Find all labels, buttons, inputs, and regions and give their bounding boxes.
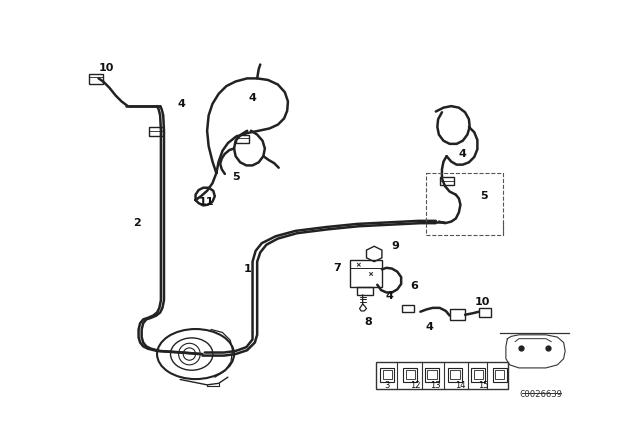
Text: 3: 3 [384,381,389,390]
Text: 5: 5 [480,191,487,201]
Text: 4: 4 [386,291,394,302]
Text: 10: 10 [99,63,114,73]
Bar [474,370,483,379]
Text: 7: 7 [333,263,341,273]
Text: 13: 13 [431,381,441,390]
Text: 8: 8 [364,317,372,327]
Bar [236,134,250,143]
Bar [402,305,414,313]
Bar [448,368,462,382]
Text: 9: 9 [392,241,400,251]
Text: 10: 10 [474,297,490,307]
Bar [349,260,382,287]
Bar [450,310,465,320]
Bar [425,368,439,382]
Text: 6: 6 [410,281,418,291]
Bar [451,370,460,379]
Bar [495,370,504,379]
Text: 4: 4 [248,94,257,103]
Bar [479,308,492,317]
Bar [376,362,508,389]
Text: 4: 4 [458,149,466,159]
Text: 2: 2 [133,218,141,228]
Text: 14: 14 [455,381,466,390]
Text: 1: 1 [243,264,251,274]
Bar [357,287,372,295]
Text: 12: 12 [410,381,421,390]
Text: 4: 4 [426,322,433,332]
Bar [493,368,507,382]
Text: 11: 11 [198,197,214,207]
Bar [403,368,417,382]
Bar [383,370,392,379]
Text: 15: 15 [478,381,489,390]
Bar [471,368,485,382]
Text: 5: 5 [232,172,239,182]
Bar [90,74,103,84]
Bar [406,370,415,379]
Bar [380,368,394,382]
Bar [440,177,454,185]
Text: 4: 4 [178,99,186,109]
Bar [149,127,163,136]
Bar [428,370,436,379]
Text: C0026639: C0026639 [520,390,563,399]
